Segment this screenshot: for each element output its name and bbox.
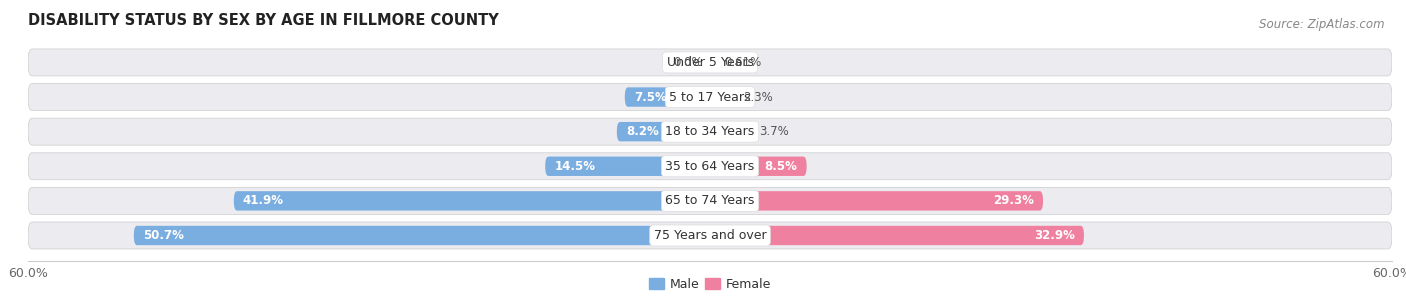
FancyBboxPatch shape (710, 53, 717, 72)
Text: 29.3%: 29.3% (993, 194, 1033, 207)
Text: 32.9%: 32.9% (1033, 229, 1074, 242)
FancyBboxPatch shape (546, 157, 710, 176)
Text: 8.5%: 8.5% (765, 160, 797, 173)
Text: 0.0%: 0.0% (673, 56, 703, 69)
FancyBboxPatch shape (710, 87, 737, 107)
FancyBboxPatch shape (710, 191, 1043, 211)
Text: 2.3%: 2.3% (742, 91, 773, 104)
FancyBboxPatch shape (28, 153, 1392, 180)
Text: 0.61%: 0.61% (724, 56, 761, 69)
FancyBboxPatch shape (134, 226, 710, 245)
Text: 7.5%: 7.5% (634, 91, 666, 104)
FancyBboxPatch shape (233, 191, 710, 211)
Text: 75 Years and over: 75 Years and over (654, 229, 766, 242)
FancyBboxPatch shape (710, 226, 1084, 245)
Text: DISABILITY STATUS BY SEX BY AGE IN FILLMORE COUNTY: DISABILITY STATUS BY SEX BY AGE IN FILLM… (28, 13, 499, 28)
Text: 65 to 74 Years: 65 to 74 Years (665, 194, 755, 207)
Text: Under 5 Years: Under 5 Years (666, 56, 754, 69)
FancyBboxPatch shape (28, 49, 1392, 76)
FancyBboxPatch shape (710, 157, 807, 176)
Text: 18 to 34 Years: 18 to 34 Years (665, 125, 755, 138)
Text: 50.7%: 50.7% (143, 229, 184, 242)
FancyBboxPatch shape (617, 122, 710, 141)
FancyBboxPatch shape (28, 118, 1392, 145)
Text: 3.7%: 3.7% (759, 125, 789, 138)
Text: 41.9%: 41.9% (243, 194, 284, 207)
FancyBboxPatch shape (28, 222, 1392, 249)
FancyBboxPatch shape (28, 84, 1392, 111)
FancyBboxPatch shape (28, 187, 1392, 214)
FancyBboxPatch shape (624, 87, 710, 107)
Text: 35 to 64 Years: 35 to 64 Years (665, 160, 755, 173)
Text: 5 to 17 Years: 5 to 17 Years (669, 91, 751, 104)
Text: Source: ZipAtlas.com: Source: ZipAtlas.com (1260, 18, 1385, 31)
FancyBboxPatch shape (710, 122, 752, 141)
Text: 8.2%: 8.2% (626, 125, 658, 138)
Legend: Male, Female: Male, Female (644, 273, 776, 296)
Text: 14.5%: 14.5% (554, 160, 595, 173)
